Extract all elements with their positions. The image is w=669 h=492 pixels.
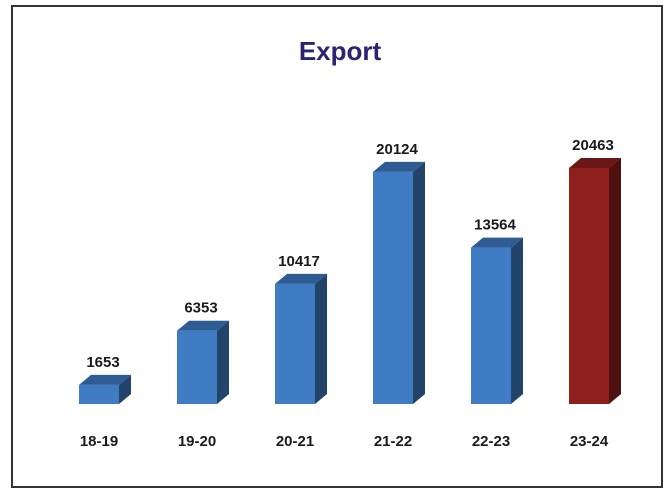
x-tick-label: 19-20 <box>178 433 216 450</box>
bar-side-shade <box>413 161 425 404</box>
bar-side-shade <box>119 374 131 404</box>
bar-side <box>609 158 621 404</box>
bar <box>79 384 119 404</box>
bar-top <box>373 161 425 172</box>
bar-side <box>217 320 229 404</box>
bar-top <box>471 237 523 248</box>
bar-side-shade <box>217 320 229 404</box>
bar <box>275 283 315 404</box>
bar-top-shade <box>79 374 131 385</box>
bar-top <box>79 374 131 385</box>
bar-top <box>569 158 621 168</box>
data-label: 13564 <box>474 217 516 234</box>
bar-top-shade <box>275 273 327 284</box>
bar <box>177 330 217 404</box>
bar <box>471 247 511 404</box>
data-label: 20124 <box>376 141 418 158</box>
chart-border <box>11 5 663 488</box>
x-tick-label: 18-19 <box>80 433 118 450</box>
bar-top-shade <box>471 237 523 248</box>
data-label: 10417 <box>278 253 320 270</box>
bar-side <box>315 273 327 404</box>
bar-side <box>511 237 523 404</box>
bar-side <box>413 161 425 404</box>
x-tick-label: 23-24 <box>570 433 609 450</box>
bar <box>373 171 413 404</box>
bar-side-shade <box>511 237 523 404</box>
bar-top <box>177 320 229 331</box>
data-label: 6353 <box>184 300 217 317</box>
bar-top-shade <box>177 320 229 331</box>
bar <box>569 168 609 404</box>
bar-top <box>275 273 327 284</box>
chart-title: Export <box>299 36 382 66</box>
bar-top-shade <box>569 158 621 168</box>
x-tick-label: 20-21 <box>276 433 314 450</box>
bar-side-shade <box>609 158 621 404</box>
x-tick-label: 21-22 <box>374 433 412 450</box>
data-label: 1653 <box>86 354 119 371</box>
bar-side <box>119 374 131 404</box>
data-label: 20463 <box>572 137 614 154</box>
bar-top-shade <box>373 161 425 172</box>
x-tick-label: 22-23 <box>472 433 510 450</box>
bar-side-shade <box>315 273 327 404</box>
